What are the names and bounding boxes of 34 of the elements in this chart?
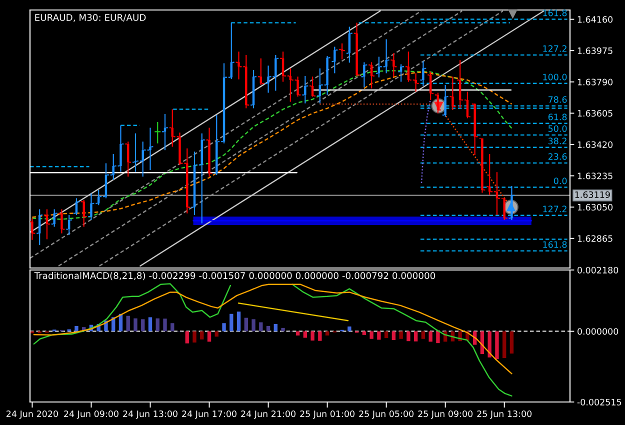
annotation: 23.6 — [548, 153, 567, 160]
annotation: 0.0 — [554, 178, 567, 184]
y-tick-label: 0.000000 — [578, 328, 618, 335]
y-tick-label: 1.63050 — [578, 204, 613, 211]
y-tick-label: 1.63235 — [578, 172, 612, 180]
annotation: 100.0 — [543, 74, 567, 80]
y-tick-label: -0.002515 — [577, 398, 622, 406]
x-tick-label: 25 Jun 09:00 — [418, 410, 473, 419]
x-tick-label: 24 Jun 21:00 — [241, 410, 296, 419]
y-tick-label: 1.63605 — [578, 110, 612, 117]
x-tick-label: 25 Jun 01:00 — [300, 410, 355, 419]
annotation: 78.6 — [548, 96, 567, 103]
annotation: 161.8 — [543, 241, 567, 248]
x-tick-label: 25 Jun 13:00 — [477, 410, 532, 419]
ref-line-label: 1.63119 — [575, 191, 610, 198]
annotation: 127.2 — [543, 206, 566, 212]
annotation: 61.8 — [548, 114, 567, 120]
chart-title: TraditionalMACD(8,21,8) -0.002299 -0.001507 0.000000 0.000000 -0.000792 0.000000 — [34, 272, 436, 280]
annotation: 50.0 — [548, 125, 567, 132]
x-tick-label: 24 Jun 13:00 — [123, 410, 178, 419]
chart-title: EURAUD, M30: EUR/AUD — [35, 14, 146, 22]
x-tick-label: 24 Jun 09:00 — [64, 410, 118, 419]
y-tick-label: 1.63420 — [578, 141, 613, 148]
x-tick-label: 25 Jun 05:00 — [359, 410, 414, 419]
y-tick-label: 1.63790 — [578, 78, 613, 86]
annotation: 38.2 — [548, 138, 566, 144]
y-tick-label: 0.002180 — [578, 266, 618, 274]
y-tick-label: 1.62865 — [578, 235, 612, 242]
x-tick-label: 24 Jun 2020 — [6, 410, 58, 419]
annotation: 127.2 — [543, 45, 566, 52]
annotation: 161.8 — [543, 10, 567, 16]
y-tick-label: 1.63975 — [578, 47, 612, 54]
x-tick-label: 24 Jun 17:00 — [182, 410, 236, 419]
y-tick-label: 1.64160 — [578, 16, 613, 23]
